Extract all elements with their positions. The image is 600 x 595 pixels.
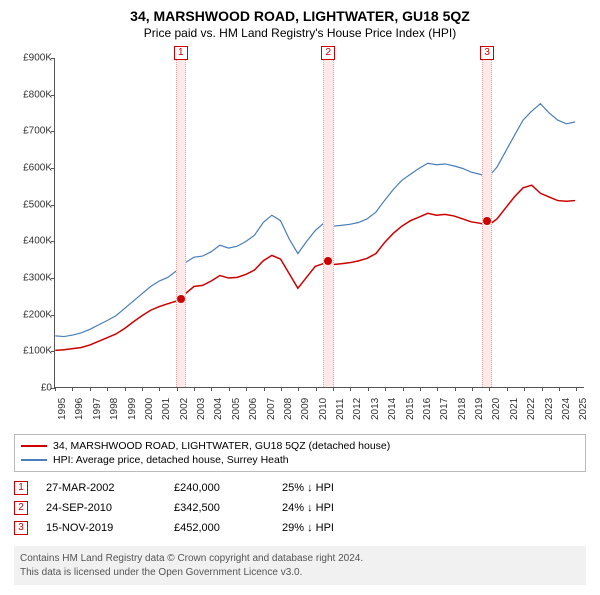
sales-hpi-delta: 25% ↓ HPI [282,482,372,494]
sales-date: 15-NOV-2019 [46,522,156,534]
sale-marker-badge: 3 [480,46,494,60]
legend-label: 34, MARSHWOOD ROAD, LIGHTWATER, GU18 5QZ… [53,440,390,452]
y-axis-label: £200K [10,309,52,320]
legend-item: 34, MARSHWOOD ROAD, LIGHTWATER, GU18 5QZ… [21,439,579,453]
x-axis-label: 2025 [578,398,589,420]
y-axis-label: £800K [10,89,52,100]
x-axis-label: 2001 [161,398,172,420]
series-line-hpi [55,104,575,337]
sales-row: 2 24-SEP-2010 £342,500 24% ↓ HPI [14,498,586,518]
sales-badge: 1 [14,481,28,495]
footer-attribution: Contains HM Land Registry data © Crown c… [14,546,586,585]
x-axis-label: 2020 [491,398,502,420]
x-axis-label: 2003 [196,398,207,420]
chart-subtitle: Price paid vs. HM Land Registry's House … [10,26,590,40]
x-axis-label: 2010 [318,398,329,420]
plot-region: 123 [54,58,584,388]
sales-price: £240,000 [174,482,264,494]
legend: 34, MARSHWOOD ROAD, LIGHTWATER, GU18 5QZ… [14,434,586,472]
y-axis-label: £600K [10,163,52,174]
x-axis-label: 2011 [335,398,346,420]
x-axis-label: 1996 [74,398,85,420]
chart-container: 34, MARSHWOOD ROAD, LIGHTWATER, GU18 5QZ… [0,0,600,595]
x-axis-label: 2005 [231,398,242,420]
legend-label: HPI: Average price, detached house, Surr… [53,454,289,466]
x-axis-label: 2018 [457,398,468,420]
x-axis-label: 2007 [266,398,277,420]
x-axis-label: 2009 [300,398,311,420]
x-axis-label: 2024 [561,398,572,420]
y-axis-label: £300K [10,273,52,284]
x-axis-label: 1995 [57,398,68,420]
sales-row: 1 27-MAR-2002 £240,000 25% ↓ HPI [14,478,586,498]
footer-line-2: This data is licensed under the Open Gov… [20,566,580,580]
sales-date: 24-SEP-2010 [46,502,156,514]
sales-date: 27-MAR-2002 [46,482,156,494]
x-axis-label: 2017 [439,398,450,420]
sales-price: £452,000 [174,522,264,534]
legend-item: HPI: Average price, detached house, Surr… [21,453,579,467]
x-axis-label: 2022 [526,398,537,420]
sales-badge: 3 [14,521,28,535]
x-axis-label: 2013 [370,398,381,420]
sale-marker-band: 1 [176,58,186,387]
line-series-svg [55,58,584,387]
x-axis-label: 2006 [248,398,259,420]
sales-hpi-delta: 29% ↓ HPI [282,522,372,534]
sales-row: 3 15-NOV-2019 £452,000 29% ↓ HPI [14,518,586,538]
x-axis-label: 1997 [92,398,103,420]
legend-swatch [21,459,47,461]
y-axis-label: £500K [10,199,52,210]
x-axis-label: 2004 [213,398,224,420]
x-axis-label: 2016 [422,398,433,420]
sale-marker-band: 2 [323,58,333,387]
sale-point [483,217,491,225]
x-axis-label: 2000 [144,398,155,420]
x-axis-label: 2008 [283,398,294,420]
sale-point [177,295,185,303]
sales-badge: 2 [14,501,28,515]
sale-marker-badge: 1 [174,46,188,60]
x-axis-label: 1999 [127,398,138,420]
sale-point [324,257,332,265]
x-axis-label: 2014 [387,398,398,420]
y-axis-label: £700K [10,126,52,137]
chart-area: 123 £0£100K£200K£300K£400K£500K£600K£700… [10,48,590,428]
sales-table: 1 27-MAR-2002 £240,000 25% ↓ HPI 2 24-SEP-201… [14,478,586,538]
x-axis-label: 2019 [474,398,485,420]
x-axis-label: 2002 [179,398,190,420]
legend-swatch [21,445,47,447]
x-axis-label: 2012 [352,398,363,420]
x-axis-label: 1998 [109,398,120,420]
x-axis-label: 2023 [544,398,555,420]
chart-title: 34, MARSHWOOD ROAD, LIGHTWATER, GU18 5QZ [10,8,590,24]
sales-hpi-delta: 24% ↓ HPI [282,502,372,514]
sale-marker-badge: 2 [321,46,335,60]
y-axis-label: £900K [10,53,52,64]
footer-line-1: Contains HM Land Registry data © Crown c… [20,552,580,566]
y-axis-label: £400K [10,236,52,247]
y-axis-label: £100K [10,346,52,357]
sales-price: £342,500 [174,502,264,514]
series-line-property [55,185,575,350]
x-axis-label: 2021 [509,398,520,420]
x-axis-label: 2015 [405,398,416,420]
y-axis-label: £0 [10,383,52,394]
